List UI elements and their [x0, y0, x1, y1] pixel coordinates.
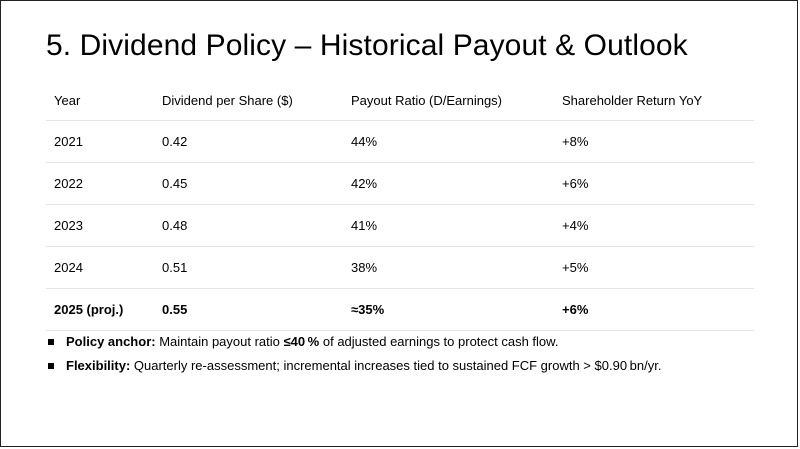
bullet-text: Maintain payout ratio [155, 334, 284, 349]
table-row: 2024 0.51 38% +5% [46, 246, 754, 289]
payout-cell: 41% [343, 204, 554, 247]
return-cell: +6% [554, 162, 754, 205]
table-row: 2021 0.42 44% +8% [46, 120, 754, 163]
return-cell: +8% [554, 120, 754, 163]
table-row: 2022 0.45 42% +6% [46, 162, 754, 205]
year-cell: 2022 [46, 162, 154, 205]
table-row-projection: 2025 (proj.) 0.55 ≈35% +6% [46, 288, 754, 331]
return-cell: +4% [554, 204, 754, 247]
dividend-cell: 0.48 [154, 204, 343, 247]
column-header-dividend: Dividend per Share ($) [154, 81, 343, 121]
dividend-cell: 0.55 [154, 288, 343, 331]
bullet-text: of adjusted earnings to protect cash flo… [319, 334, 559, 349]
return-cell: +6% [554, 288, 754, 331]
dividend-cell: 0.51 [154, 246, 343, 289]
bullet-emphasis: ≤40 % [283, 334, 320, 349]
dividend-cell: 0.42 [154, 120, 343, 163]
page-title: 5. Dividend Policy – Historical Payout &… [46, 29, 688, 62]
bullet-label: Policy anchor: [66, 334, 156, 349]
year-cell: 2023 [46, 204, 154, 247]
payout-cell: 44% [343, 120, 554, 163]
payout-cell: 42% [343, 162, 554, 205]
bullet-text: Quarterly re-assessment; incremental inc… [130, 358, 662, 373]
table-row: 2023 0.48 41% +4% [46, 204, 754, 247]
bullet-label: Flexibility: [66, 358, 131, 373]
payout-cell: 38% [343, 246, 554, 289]
payout-cell: ≈35% [343, 288, 554, 331]
bullet-list: Policy anchor: Maintain payout ratio ≤40… [46, 331, 766, 379]
dividend-table: Year Dividend per Share ($) Payout Ratio… [46, 81, 754, 331]
bullet-policy-anchor: Policy anchor: Maintain payout ratio ≤40… [46, 331, 766, 355]
return-cell: +5% [554, 246, 754, 289]
bullet-flexibility: Flexibility: Quarterly re-assessment; in… [46, 355, 766, 379]
year-cell: 2024 [46, 246, 154, 289]
year-cell: 2025 (proj.) [46, 288, 154, 331]
year-cell: 2021 [46, 120, 154, 163]
column-header-return: Shareholder Return YoY [554, 81, 754, 121]
table-header-row: Year Dividend per Share ($) Payout Ratio… [46, 81, 754, 121]
bullet-square-icon [48, 363, 54, 369]
column-header-year: Year [46, 81, 154, 121]
column-header-payout: Payout Ratio (D/Earnings) [343, 81, 554, 121]
dividend-cell: 0.45 [154, 162, 343, 205]
bullet-square-icon [48, 339, 54, 345]
